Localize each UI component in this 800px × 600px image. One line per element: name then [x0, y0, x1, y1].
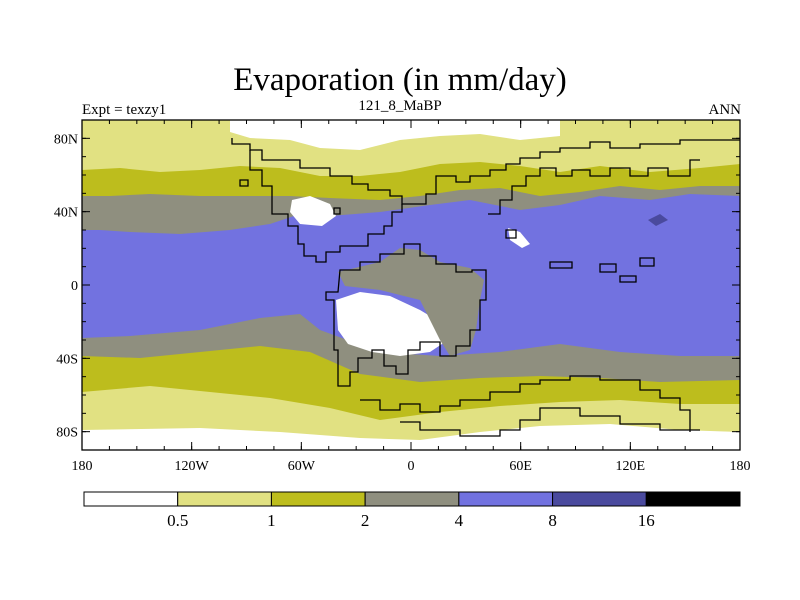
colorbar-label: 8: [548, 511, 557, 530]
colorbar-swatch: [270, 491, 366, 507]
colorbar-label: 0.5: [167, 511, 188, 530]
colorbar-label: 4: [455, 511, 464, 530]
colorbar-label: 16: [638, 511, 655, 530]
colorbar-swatch: [458, 491, 554, 507]
y-tick-label: 80S: [56, 426, 78, 441]
x-tick-label: 120E: [616, 459, 646, 474]
field-north-white-patch: [290, 196, 336, 226]
x-tick-label: 0: [408, 459, 415, 474]
colorbar-swatch: [83, 491, 179, 507]
coastline-small-islands: [239, 179, 517, 239]
colorbar-swatch: [364, 491, 460, 507]
colorbar-label: 2: [361, 511, 370, 530]
colorbar-swatch: [645, 491, 741, 507]
colorbar-labels: 0.5 1 2 4 8 16: [167, 511, 655, 530]
field-africa-desert-white: [336, 292, 445, 356]
coastline-east-islands: [549, 257, 655, 283]
continent-outlines: [231, 138, 740, 437]
x-tick-label: 60W: [288, 459, 316, 474]
field-east-asia-white-patch: [508, 228, 530, 248]
evaporation-field: [82, 120, 740, 450]
season-label: ANN: [708, 102, 742, 118]
field-antarctic-white: [82, 424, 740, 450]
y-tick-label: 80N: [54, 132, 78, 147]
experiment-label: Expt = texzy1: [82, 102, 167, 118]
plot-title: Evaporation (in mm/day): [233, 62, 567, 98]
coastline-east-continent: [488, 159, 700, 215]
y-tick-label: 0: [71, 279, 78, 294]
y-tick-label: 40N: [54, 206, 78, 221]
x-axis-labels: 180 120W 60W 0 60E 120E 180: [72, 459, 751, 474]
field-arctic-white: [230, 120, 560, 150]
x-tick-label: 180: [730, 459, 751, 474]
y-axis-labels: 80N 40N 0 40S 80S: [54, 132, 78, 440]
colorbar-label: 1: [267, 511, 276, 530]
colorbar: [83, 491, 741, 507]
axis-ticks: [81, 120, 741, 450]
coastline-central-continent: [325, 243, 487, 387]
coastline-antarctic-rim: [400, 407, 700, 437]
x-tick-label: 60E: [509, 459, 532, 474]
x-tick-label: 120W: [175, 459, 210, 474]
x-tick-label: 180: [72, 459, 93, 474]
field-west-pacific-max: [648, 214, 668, 226]
period-label: 121_8_MaBP: [358, 98, 442, 114]
field-continent-interior: [338, 248, 484, 356]
colorbar-swatch: [177, 491, 272, 507]
colorbar-swatch: [552, 491, 647, 507]
coastline-south-continent: [360, 375, 691, 432]
coastline-west-land: [249, 150, 403, 263]
y-tick-label: 40S: [56, 352, 78, 367]
coastline-north-continent: [231, 138, 740, 205]
